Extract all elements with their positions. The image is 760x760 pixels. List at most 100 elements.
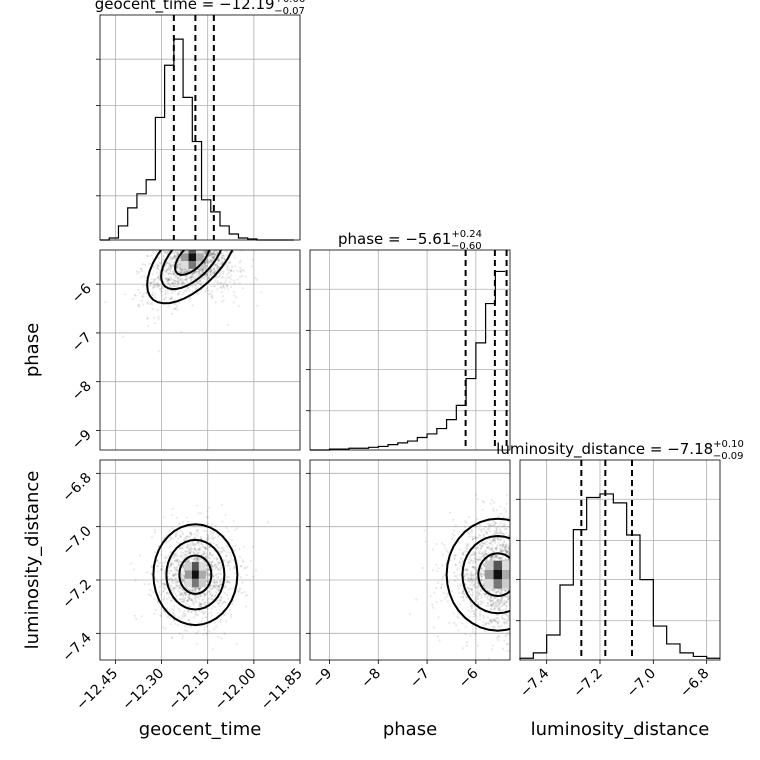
scatter-point (183, 575, 186, 578)
scatter-point (490, 539, 493, 542)
scatter-point (203, 592, 206, 595)
scatter-point (156, 283, 159, 287)
scatter-point (408, 612, 411, 616)
scatter-point (229, 260, 232, 263)
scatter-point (187, 588, 190, 591)
scatter-point (228, 261, 232, 265)
density-cell (191, 562, 199, 571)
scatter-point (192, 285, 195, 288)
scatter-point (214, 253, 217, 256)
x-tick-label-geocent_time: −12.30 (119, 666, 167, 714)
scatter-point (202, 551, 205, 554)
scatter-point (473, 552, 476, 556)
scatter-point (500, 532, 503, 535)
scatter-point (153, 281, 156, 284)
scatter-point (164, 582, 167, 586)
scatter-point (479, 577, 482, 581)
scatter-point (499, 505, 502, 508)
scatter-point (218, 562, 221, 565)
scatter-point (225, 283, 228, 286)
scatter-point (159, 614, 162, 617)
scatter-point (142, 263, 145, 266)
scatter-point (205, 261, 208, 264)
scatter-point (173, 307, 176, 311)
scatter-point (207, 569, 210, 572)
scatter-point (488, 527, 491, 530)
scatter-point (507, 588, 510, 592)
scatter-point (135, 270, 138, 273)
scatter-point (488, 524, 492, 527)
x-axis-label-luminosity_distance: luminosity_distance (531, 719, 710, 740)
scatter-point (177, 561, 180, 564)
scatter-point (182, 565, 185, 569)
scatter-point (172, 256, 175, 259)
scatter-point (256, 304, 259, 307)
scatter-point (169, 564, 173, 568)
scatter-point (503, 595, 506, 598)
scatter-point (173, 566, 176, 569)
scatter-point (478, 533, 481, 537)
scatter-point (188, 268, 191, 272)
scatter-point (189, 275, 192, 279)
scatter-point (424, 540, 427, 543)
scatter-point (189, 551, 192, 554)
scatter-point (209, 259, 212, 262)
scatter-point (149, 284, 152, 287)
scatter-point (490, 620, 493, 623)
scatter-point (440, 586, 443, 589)
scatter-point (193, 543, 196, 546)
scatter-point (468, 561, 472, 565)
scatter-point (202, 553, 205, 556)
scatter-point (197, 587, 201, 590)
density-cell (198, 562, 206, 571)
scatter-point (178, 591, 181, 594)
scatter-point (474, 613, 477, 616)
scatter-point (170, 577, 173, 580)
scatter-point (466, 569, 469, 573)
scatter-point (197, 547, 200, 551)
scatter-point (505, 620, 508, 623)
scatter-point (178, 250, 181, 253)
scatter-point (151, 291, 154, 294)
scatter-point (489, 599, 492, 602)
scatter-point (198, 280, 201, 283)
scatter-point (180, 576, 183, 579)
scatter-point (496, 621, 499, 624)
scatter-point (142, 295, 145, 298)
joint-panel-geocent_time-phase: −9−8−7−6 (69, 249, 301, 453)
scatter-point (181, 547, 184, 550)
scatter-point (482, 534, 485, 537)
scatter-point (477, 603, 480, 606)
scatter-point (496, 544, 499, 547)
scatter-point (468, 556, 472, 559)
scatter-point (187, 549, 190, 552)
scatter-point (502, 532, 506, 535)
scatter-point (182, 593, 185, 596)
scatter-point (184, 278, 187, 282)
scatter-point (490, 597, 493, 600)
scatter-point (479, 612, 482, 616)
scatter-point (204, 556, 207, 559)
scatter-point (471, 578, 475, 581)
scatter-point (199, 586, 202, 590)
scatter-point (503, 507, 506, 510)
scatter-point (474, 536, 477, 539)
scatter-point (480, 552, 483, 555)
scatter-point (188, 558, 191, 561)
scatter-point (176, 581, 179, 584)
scatter-point (203, 552, 206, 555)
scatter-point (504, 510, 508, 513)
scatter-point (180, 281, 183, 284)
scatter-point (481, 567, 484, 571)
scatter-point (169, 551, 172, 554)
scatter-point (493, 619, 496, 622)
scatter-point (160, 252, 163, 255)
scatter-point (210, 268, 213, 271)
scatter-point (471, 603, 474, 607)
scatter-point (482, 585, 486, 588)
scatter-point (501, 596, 504, 599)
scatter-point (474, 572, 477, 576)
scatter-point (214, 263, 217, 266)
scatter-point (211, 560, 214, 564)
scatter-point (200, 279, 203, 282)
